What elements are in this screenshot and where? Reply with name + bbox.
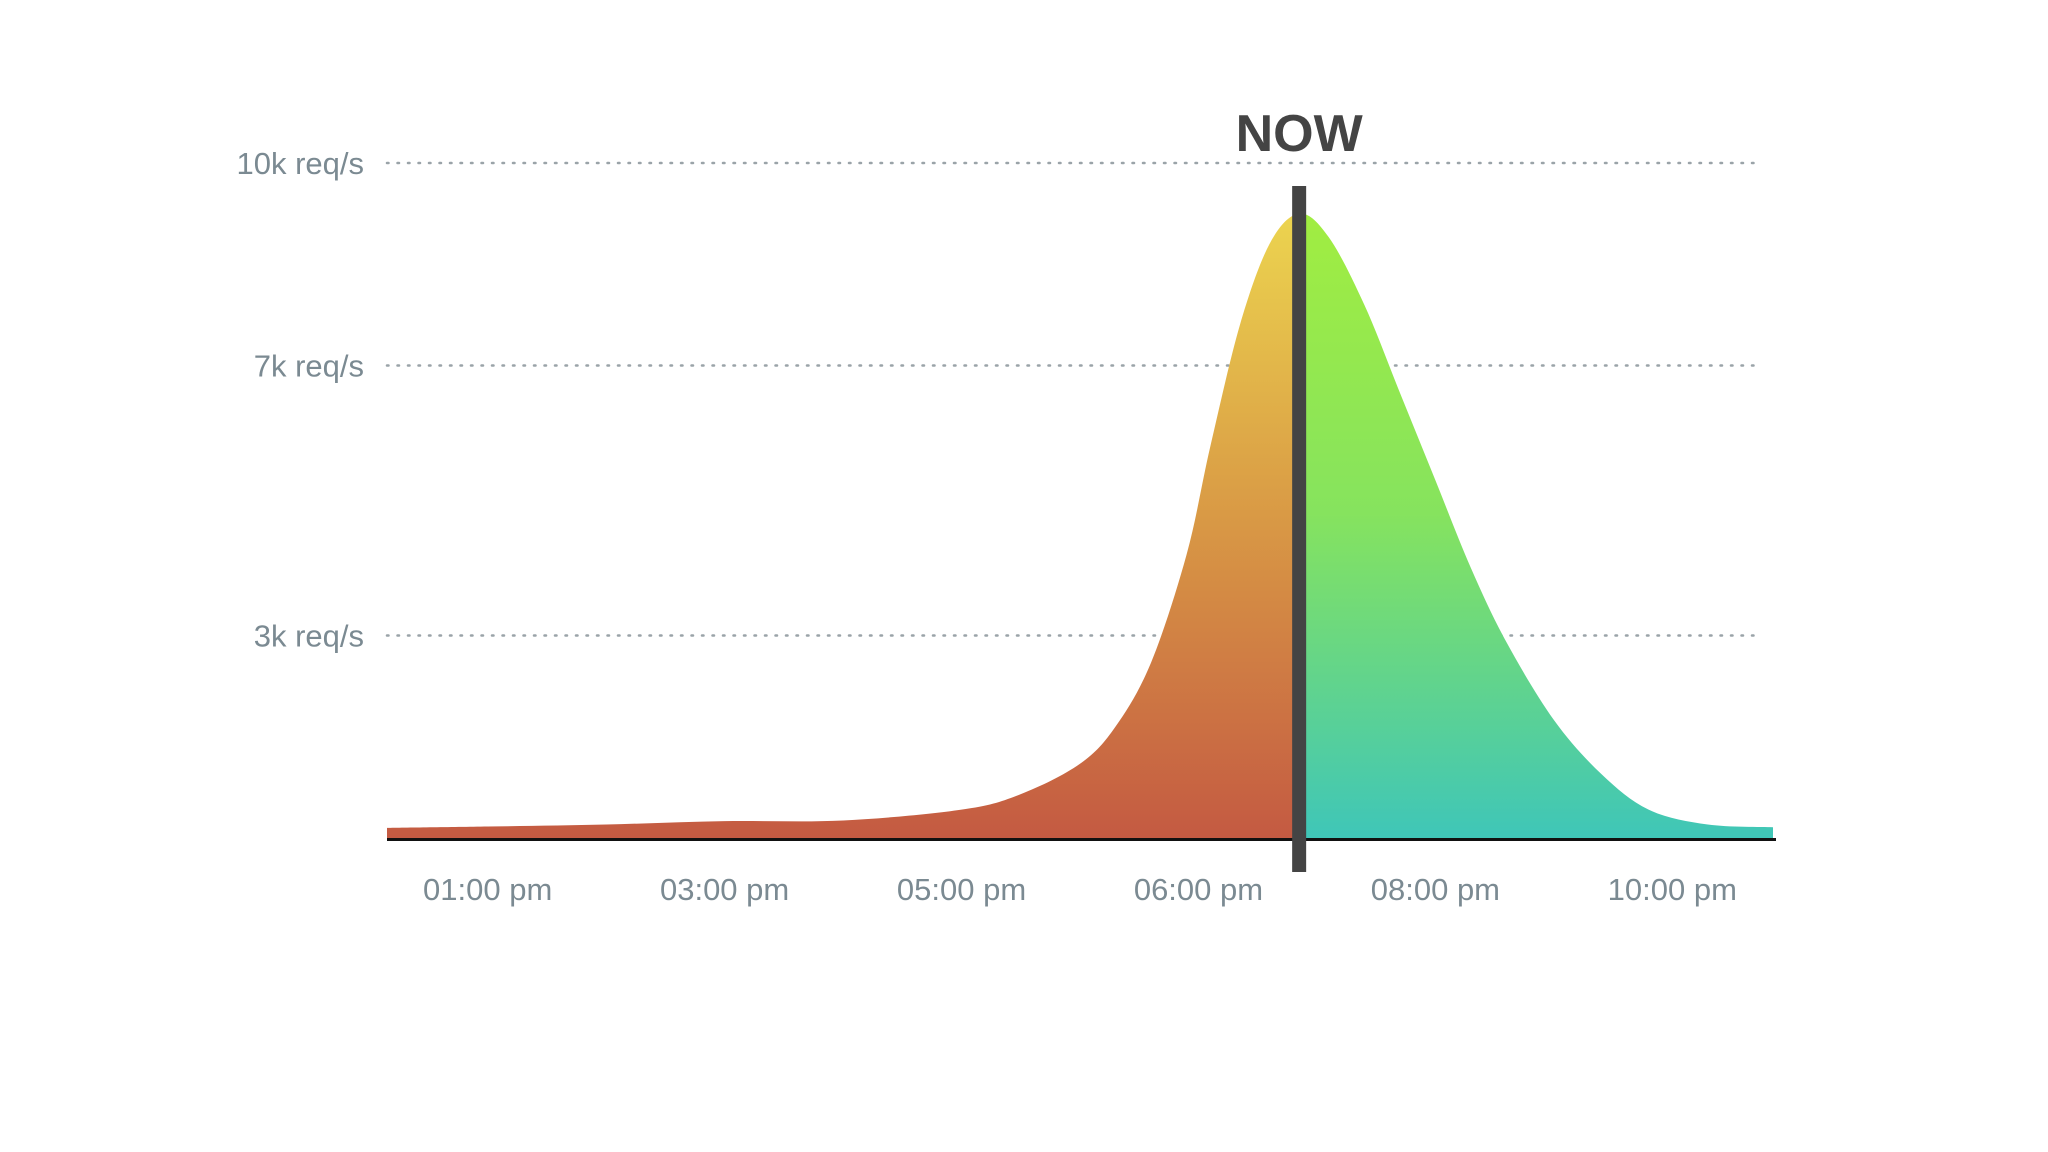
x-tick-label-1: 03:00 pm xyxy=(660,872,789,907)
x-tick-label-4: 08:00 pm xyxy=(1371,872,1500,907)
x-tick-label-5: 10:00 pm xyxy=(1608,872,1737,907)
x-tick-label-2: 05:00 pm xyxy=(897,872,1026,907)
area-layer xyxy=(387,213,1773,838)
now-marker: NOW xyxy=(1236,105,1364,872)
y-tick-label-1: 7k req/s xyxy=(254,349,364,384)
now-line xyxy=(1292,186,1307,872)
x-tick-label-0: 01:00 pm xyxy=(423,872,552,907)
area-past xyxy=(387,213,1300,838)
y-tick-label-0: 3k req/s xyxy=(254,619,364,654)
grid-layer xyxy=(385,161,1764,637)
x-tick-labels: 01:00 pm 03:00 pm 05:00 pm 06:00 pm 08:00 pm… xyxy=(423,872,1737,907)
y-tick-labels: 3k req/s 7k req/s 10k req/s xyxy=(236,146,364,654)
area-future xyxy=(1299,213,1773,838)
x-tick-label-3: 06:00 pm xyxy=(1134,872,1263,907)
now-label: NOW xyxy=(1236,105,1364,163)
y-tick-label-2: 10k req/s xyxy=(236,146,364,181)
